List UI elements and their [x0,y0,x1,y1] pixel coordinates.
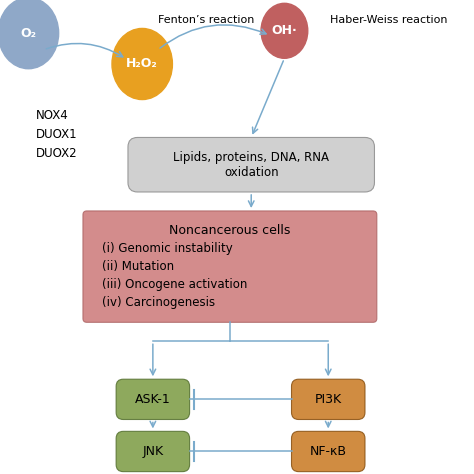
Ellipse shape [0,0,59,69]
Text: NOX4
DUOX1
DUOX2: NOX4 DUOX1 DUOX2 [36,109,77,160]
Text: NF-κB: NF-κB [310,445,347,458]
Text: Noncancerous cells: Noncancerous cells [169,224,291,237]
Ellipse shape [261,3,308,58]
FancyBboxPatch shape [83,211,377,322]
Text: PI3K: PI3K [315,393,342,406]
FancyBboxPatch shape [116,431,190,472]
FancyBboxPatch shape [128,137,374,192]
FancyBboxPatch shape [292,379,365,419]
Ellipse shape [112,28,173,100]
Text: (i) Genomic instability
(ii) Mutation
(iii) Oncogene activation
(iv) Carcinogene: (i) Genomic instability (ii) Mutation (i… [102,242,247,309]
FancyBboxPatch shape [292,431,365,472]
Text: Haber-Weiss reaction: Haber-Weiss reaction [330,15,447,25]
Text: Lipids, proteins, DNA, RNA
oxidation: Lipids, proteins, DNA, RNA oxidation [173,151,329,179]
Text: ASK-1: ASK-1 [135,393,171,406]
Text: OH·: OH· [272,24,297,37]
Text: Fenton’s reaction: Fenton’s reaction [158,15,255,25]
FancyBboxPatch shape [116,379,190,419]
Text: H₂O₂: H₂O₂ [127,57,158,71]
Text: JNK: JNK [142,445,164,458]
Text: O₂: O₂ [20,27,36,40]
